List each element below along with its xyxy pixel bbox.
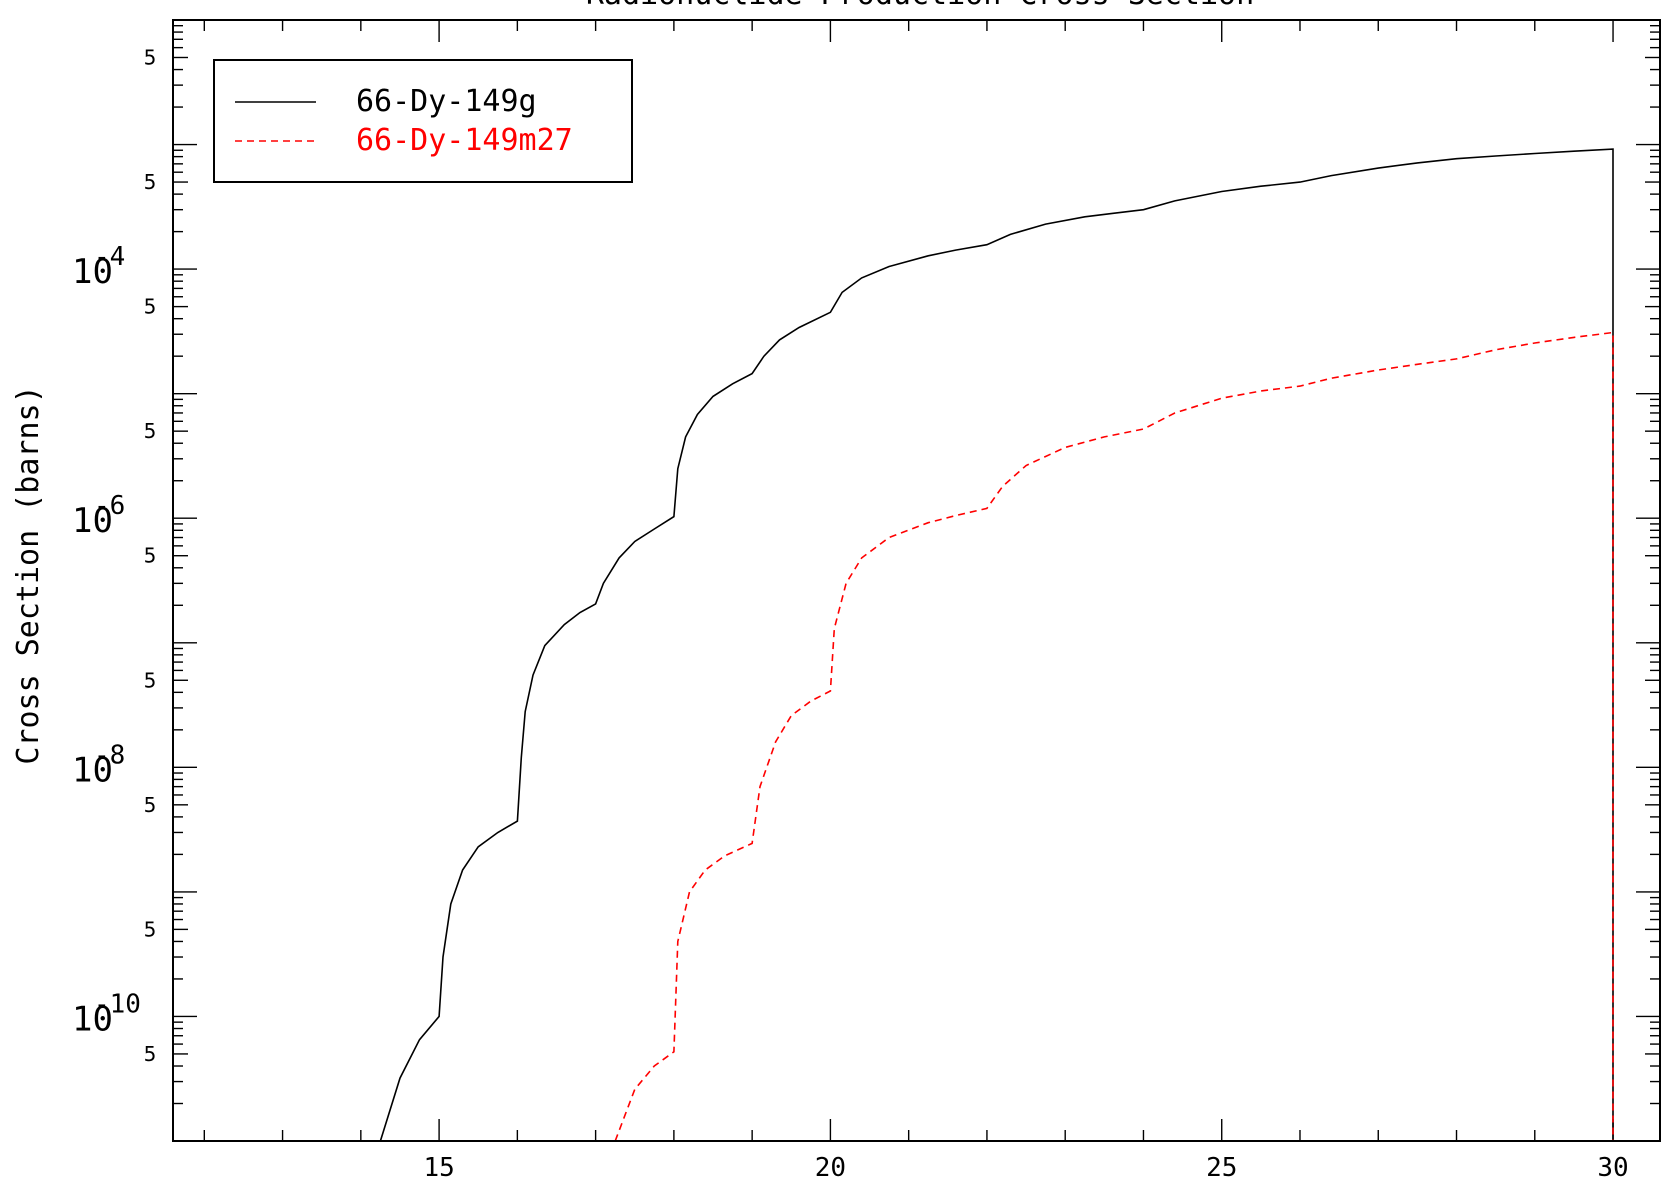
- x-tick-label: 25: [1206, 1153, 1237, 1183]
- y-minor-label: 5: [144, 1042, 157, 1066]
- y-decade-label-base: 10: [72, 252, 113, 292]
- y-minor-label: 5: [144, 544, 157, 568]
- y-decade-label-base: 10: [72, 999, 113, 1039]
- series-line-dy149m27: [614, 331, 1614, 1142]
- legend-box: [213, 59, 633, 183]
- y-axis-label: Cross Section (barns): [11, 385, 46, 764]
- y-decade-label-base: 10: [72, 750, 113, 790]
- series-line-dy149g: [379, 148, 1614, 1142]
- x-tick-label: 15: [423, 1153, 454, 1183]
- series-lines: [379, 148, 1614, 1142]
- y-decade-label-exponent: -4: [94, 242, 125, 272]
- legend: 66-Dy-149g 66-Dy-149m27: [213, 59, 633, 183]
- y-minor-label: 5: [144, 917, 157, 941]
- x-tick-label: 30: [1597, 1153, 1628, 1183]
- y-minor-label: 5: [144, 170, 157, 194]
- y-decade-label-base: 10: [72, 501, 113, 541]
- y-minor-label: 5: [144, 793, 157, 817]
- axis-ticks: [173, 20, 1660, 1142]
- plot-frame: [172, 19, 1661, 1142]
- y-minor-label: 5: [144, 419, 157, 443]
- y-minor-label: 5: [144, 295, 157, 319]
- y-decade-label-exponent: -6: [94, 491, 125, 521]
- chart-title: Radionuclide Production Cross Section: [586, 0, 1254, 12]
- y-decade-label-exponent: -10: [94, 989, 141, 1019]
- y-minor-label: 5: [144, 45, 157, 69]
- y-decade-label-exponent: -8: [94, 740, 125, 770]
- y-minor-label: 5: [144, 668, 157, 692]
- x-tick-label: 20: [815, 1153, 846, 1183]
- legend-label-dy149m27: 66-Dy-149m27: [356, 123, 573, 158]
- legend-label-dy149g: 66-Dy-149g: [356, 84, 537, 119]
